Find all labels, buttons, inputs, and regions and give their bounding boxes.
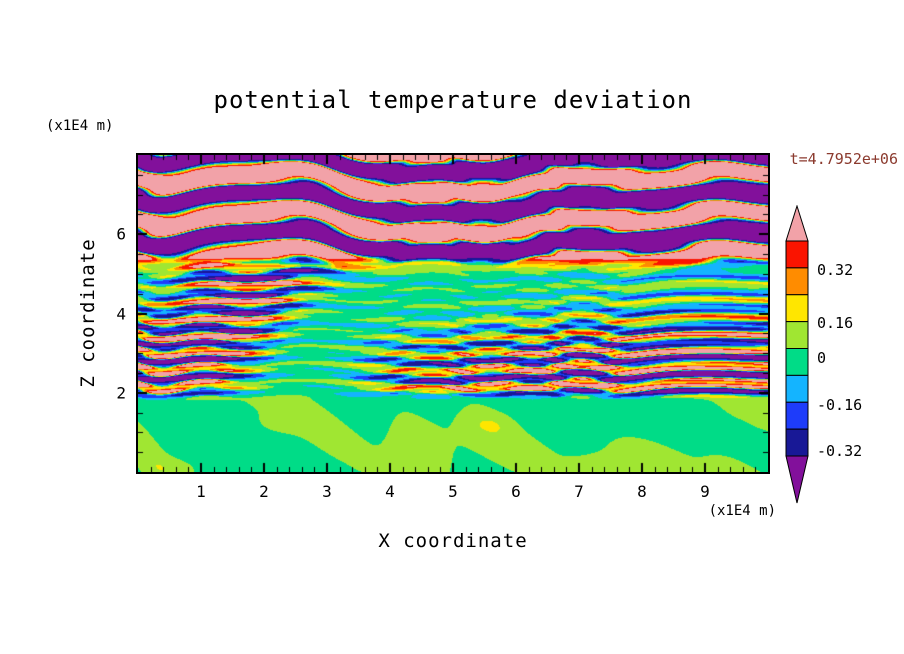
plot-area — [136, 153, 770, 474]
colorbar-band — [785, 267, 809, 296]
colorbar-band — [785, 401, 809, 430]
colorbar-tick-label: 0.16 — [817, 313, 854, 332]
x-tick-label: 3 — [322, 482, 332, 501]
plot-title: potential temperature deviation — [213, 86, 693, 114]
z-tick-label: 4 — [116, 304, 126, 323]
colorbar-tick-label: -0.16 — [817, 396, 863, 415]
colorbar-band — [785, 321, 809, 350]
time-annotation: t=4.7952e+06 — [789, 150, 898, 168]
x-tick-label: 1 — [196, 482, 206, 501]
x-tick-label: 4 — [385, 482, 395, 501]
z-axis-unit-label: (x1E4 m) — [46, 118, 114, 134]
x-tick-label: 8 — [637, 482, 647, 501]
colorbar-svg — [785, 205, 809, 504]
axis-ticks-canvas — [138, 155, 768, 472]
z-tick-label: 2 — [116, 383, 126, 403]
colorbar-band — [785, 428, 809, 457]
colorbar-band — [785, 348, 809, 376]
colorbar-arrow-bottom — [785, 455, 809, 504]
x-tick-label: 5 — [448, 482, 458, 501]
x-tick-label: 7 — [574, 482, 584, 501]
x-axis-title: X coordinate — [378, 530, 528, 552]
colorbar-band — [785, 374, 809, 403]
colorbar-arrow-top — [785, 205, 809, 242]
colorbar-band — [785, 294, 809, 323]
x-tick-label: 2 — [259, 482, 269, 501]
x-tick-label: 6 — [511, 482, 521, 501]
z-tick-label: 6 — [116, 224, 126, 244]
x-axis-unit-label: (x1E4 m) — [708, 503, 776, 519]
colorbar-band — [785, 240, 809, 269]
colorbar: 0.32 0.16 0 -0.16 -0.32 — [785, 205, 895, 505]
colorbar-tick-label: -0.32 — [817, 441, 863, 460]
colorbar-tick-label: 0 — [817, 349, 827, 368]
colorbar-tick-label: 0.32 — [817, 261, 854, 280]
z-axis-title: Z coordinate — [77, 238, 99, 388]
x-tick-label: 9 — [700, 482, 710, 501]
